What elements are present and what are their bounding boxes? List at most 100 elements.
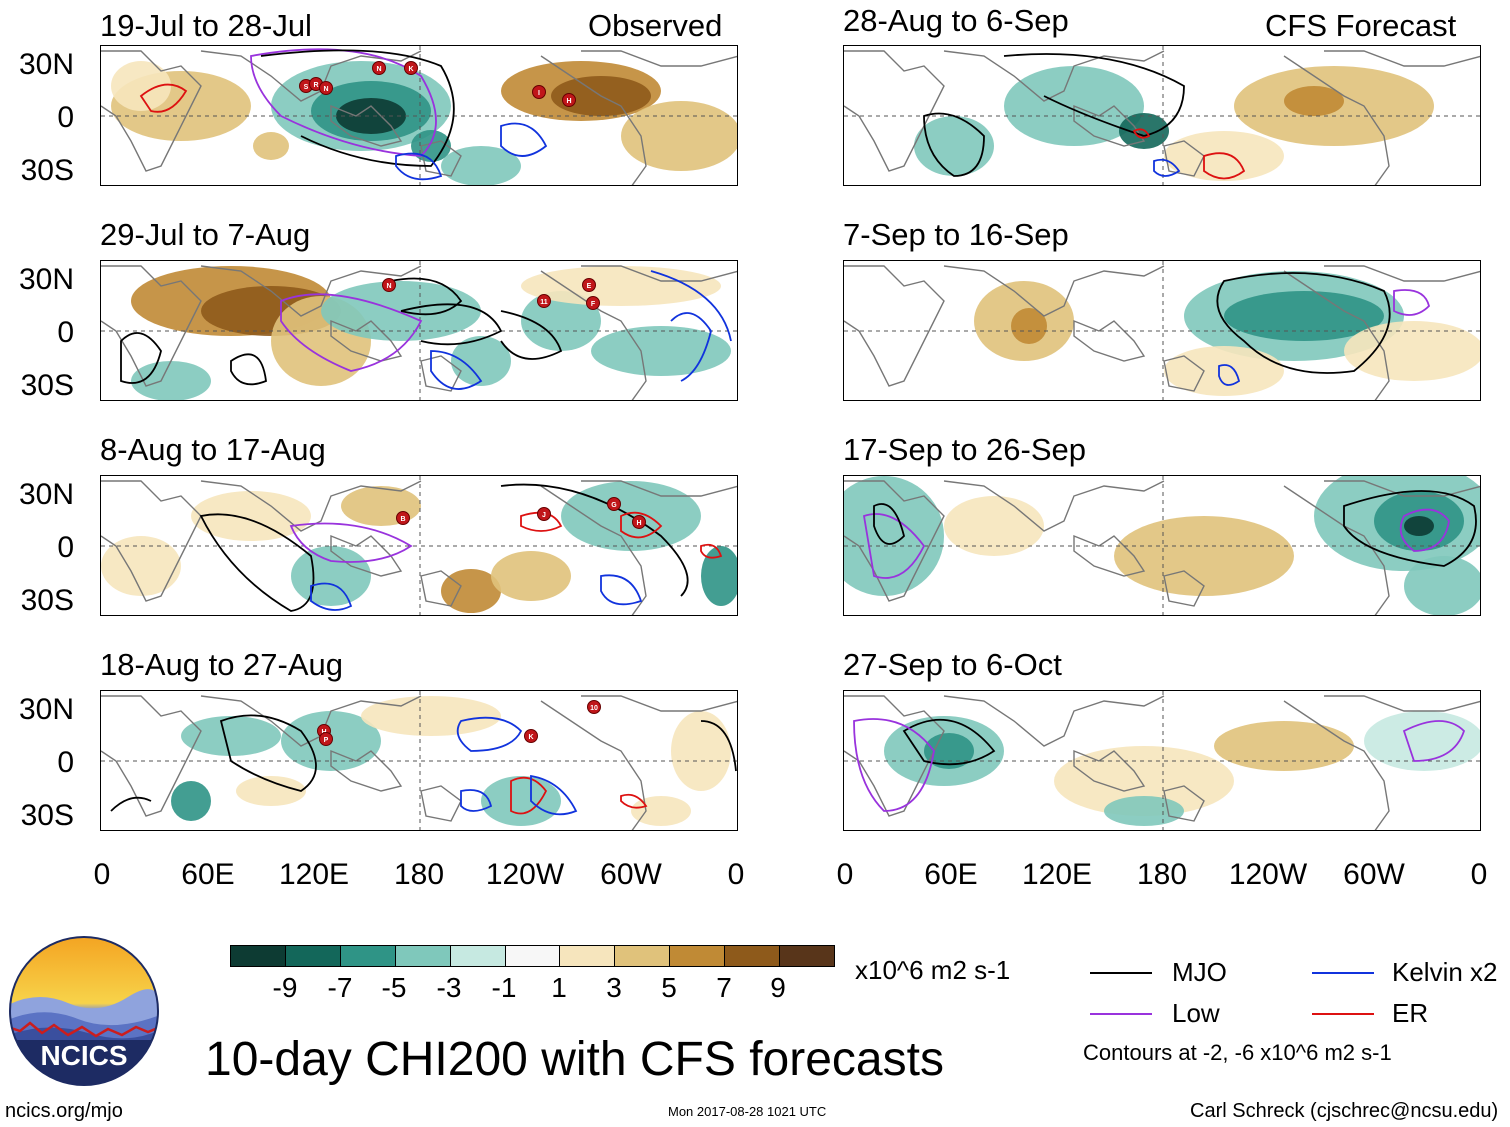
panel-title: 28-Aug to 6-Sep [843,3,1069,38]
map-panel-observed-2: N E 11 F [100,260,738,401]
map-panel-observed-3: B J G H [100,475,738,616]
colorbar-label: 9 [770,972,786,1003]
legend-label-mjo: MJO [1172,957,1227,987]
footer-url[interactable]: ncics.org/mjo [5,1100,123,1122]
storm-label: P [324,737,329,744]
storm-label: G [611,502,617,509]
lat-label: 0 [57,316,74,349]
colorbar [230,945,835,967]
lon-label: 60E [181,858,235,891]
lat-label: 30S [20,154,74,187]
storm-label: K [408,66,413,73]
logo-text: NCICS [40,1040,127,1071]
storm-label: F [591,301,596,308]
lat-label: 30N [18,478,74,511]
storm-label: 11 [540,299,548,306]
panel-title: 19-Jul to 28-Jul [100,8,312,43]
lon-label: 60E [924,858,978,891]
lat-label: 30N [18,48,74,81]
colorbar-label: 5 [661,972,677,1003]
storm-marker: I [532,85,546,99]
lon-label: 0 [836,858,854,891]
legend-label-kelvin: Kelvin x2 [1392,957,1498,987]
colorbar-swatch [614,945,671,967]
colorbar-label: -1 [491,972,517,1003]
colorbar-swatch [339,945,396,967]
lon-label: 0 [727,858,745,891]
colorbar-label: -5 [381,972,407,1003]
colorbar-label: 3 [606,972,622,1003]
storm-label: H [636,520,641,527]
panel-title: 8-Aug to 17-Aug [100,432,326,467]
legend-label-er: ER [1392,998,1429,1028]
panel-title: 18-Aug to 27-Aug [100,647,344,682]
lat-label: 0 [57,746,74,779]
storm-marker: N [382,278,396,292]
map-panel-forecast-1 [843,45,1481,186]
legend-line-low [1090,1013,1152,1015]
lat-label: 30S [20,584,74,617]
lon-label: 180 [1136,858,1188,891]
footer-credit: Carl Schreck (cjschrec@ncsu.edu) [1190,1100,1499,1122]
legend-note: Contours at -2, -6 x10^6 m2 s-1 [1083,1040,1392,1065]
lon-label: 120W [1228,858,1308,891]
storm-label: E [587,283,592,290]
storm-marker: K [524,729,538,743]
colorbar-label: 7 [716,972,732,1003]
colorbar-swatch [284,945,341,967]
storm-marker: K [404,61,418,75]
colorbar-swatch [724,945,781,967]
storm-marker: N [319,81,333,95]
map-panel-forecast-4 [843,690,1481,831]
main-title: 10-day CHI200 with CFS forecasts [205,1033,944,1086]
lon-label: 120W [485,858,565,891]
lat-label: 0 [57,101,74,134]
footer-timestamp: Mon 2017-08-28 1021 UTC [668,1104,827,1119]
storm-label: I [538,90,540,97]
forecast-header: CFS Forecast [1265,8,1457,43]
colorbar-swatch [449,945,506,967]
lon-label: 60W [600,858,662,891]
lon-label: 0 [1470,858,1488,891]
colorbar-label: -7 [327,972,353,1003]
colorbar-swatch [559,945,616,967]
panel-title: 27-Sep to 6-Oct [843,647,1062,682]
storm-marker: P [319,732,333,746]
legend-line-er [1312,1013,1374,1015]
legend-label-low: Low [1172,998,1220,1028]
lon-label: 120E [1021,858,1093,891]
lat-label: 0 [57,531,74,564]
legend-line-mjo [1090,972,1152,974]
observed-header: Observed [588,8,723,43]
lon-label: 60W [1343,858,1405,891]
colorbar-swatch [779,945,835,967]
colorbar-swatch [504,945,561,967]
storm-label: 10 [590,705,598,712]
storm-marker: N [372,61,386,75]
colorbar-label: -3 [436,972,462,1003]
colorbar-swatch [669,945,726,967]
storm-marker: B [396,511,410,525]
colorbar-swatch [230,945,286,967]
storm-label: N [323,86,328,93]
lat-label: 30S [20,369,74,402]
storm-marker: 11 [537,294,551,308]
lon-label: 180 [393,858,445,891]
storm-label: N [386,283,391,290]
storm-marker: G [607,497,621,511]
storm-marker: E [582,278,596,292]
storm-marker: H [562,93,576,107]
storm-label: H [566,98,571,105]
lat-label: 30N [18,693,74,726]
panel-title: 7-Sep to 16-Sep [843,217,1069,252]
storm-label: N [376,66,381,73]
ncics-logo: NCICS [9,936,159,1086]
colorbar-units: x10^6 m2 s-1 [855,955,1011,985]
colorbar-label: -9 [272,972,298,1003]
lon-label: 120E [278,858,350,891]
map-panel-forecast-3 [843,475,1481,616]
storm-marker: J [537,507,551,521]
storm-label: S [304,84,309,91]
storm-label: B [400,516,405,523]
